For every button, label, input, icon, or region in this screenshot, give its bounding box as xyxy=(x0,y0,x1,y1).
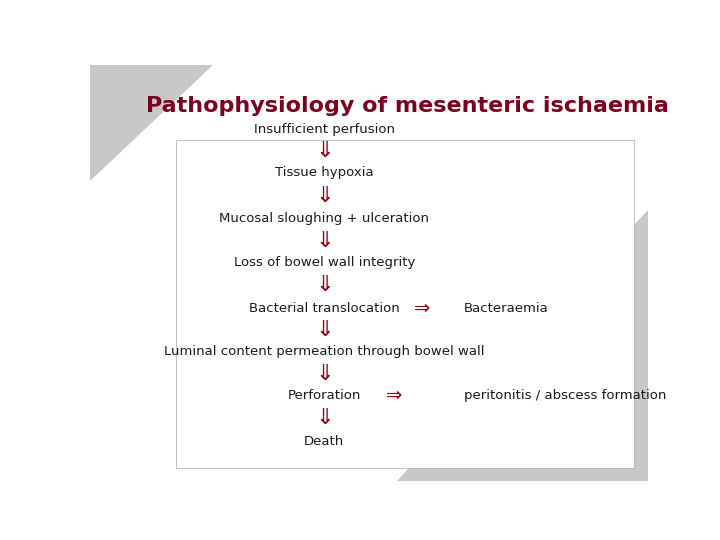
Polygon shape xyxy=(90,65,213,181)
Text: ⇓: ⇓ xyxy=(315,141,333,161)
Text: ⇓: ⇓ xyxy=(315,363,333,383)
Text: Bacteraemia: Bacteraemia xyxy=(464,301,549,314)
Text: Tissue hypoxia: Tissue hypoxia xyxy=(275,166,374,179)
Text: peritonitis / abscess formation: peritonitis / abscess formation xyxy=(464,389,666,402)
Text: Loss of bowel wall integrity: Loss of bowel wall integrity xyxy=(234,256,415,269)
Polygon shape xyxy=(397,210,648,481)
Text: ⇒: ⇒ xyxy=(386,386,402,405)
Text: Luminal content permeation through bowel wall: Luminal content permeation through bowel… xyxy=(164,345,485,358)
Text: ⇒: ⇒ xyxy=(414,299,430,318)
Text: Perforation: Perforation xyxy=(288,389,361,402)
Text: Pathophysiology of mesenteric ischaemia: Pathophysiology of mesenteric ischaemia xyxy=(145,96,669,117)
Text: ⇓: ⇓ xyxy=(315,275,333,295)
Text: ⇓: ⇓ xyxy=(315,320,333,340)
Text: ⇓: ⇓ xyxy=(315,408,333,428)
Text: ⇓: ⇓ xyxy=(315,186,333,206)
Bar xyxy=(176,140,634,468)
Text: Mucosal sloughing + ulceration: Mucosal sloughing + ulceration xyxy=(220,212,429,225)
Text: ⇓: ⇓ xyxy=(315,231,333,251)
Text: Insufficient perfusion: Insufficient perfusion xyxy=(254,123,395,136)
Text: Death: Death xyxy=(305,435,344,448)
Text: Bacterial translocation: Bacterial translocation xyxy=(249,301,400,314)
